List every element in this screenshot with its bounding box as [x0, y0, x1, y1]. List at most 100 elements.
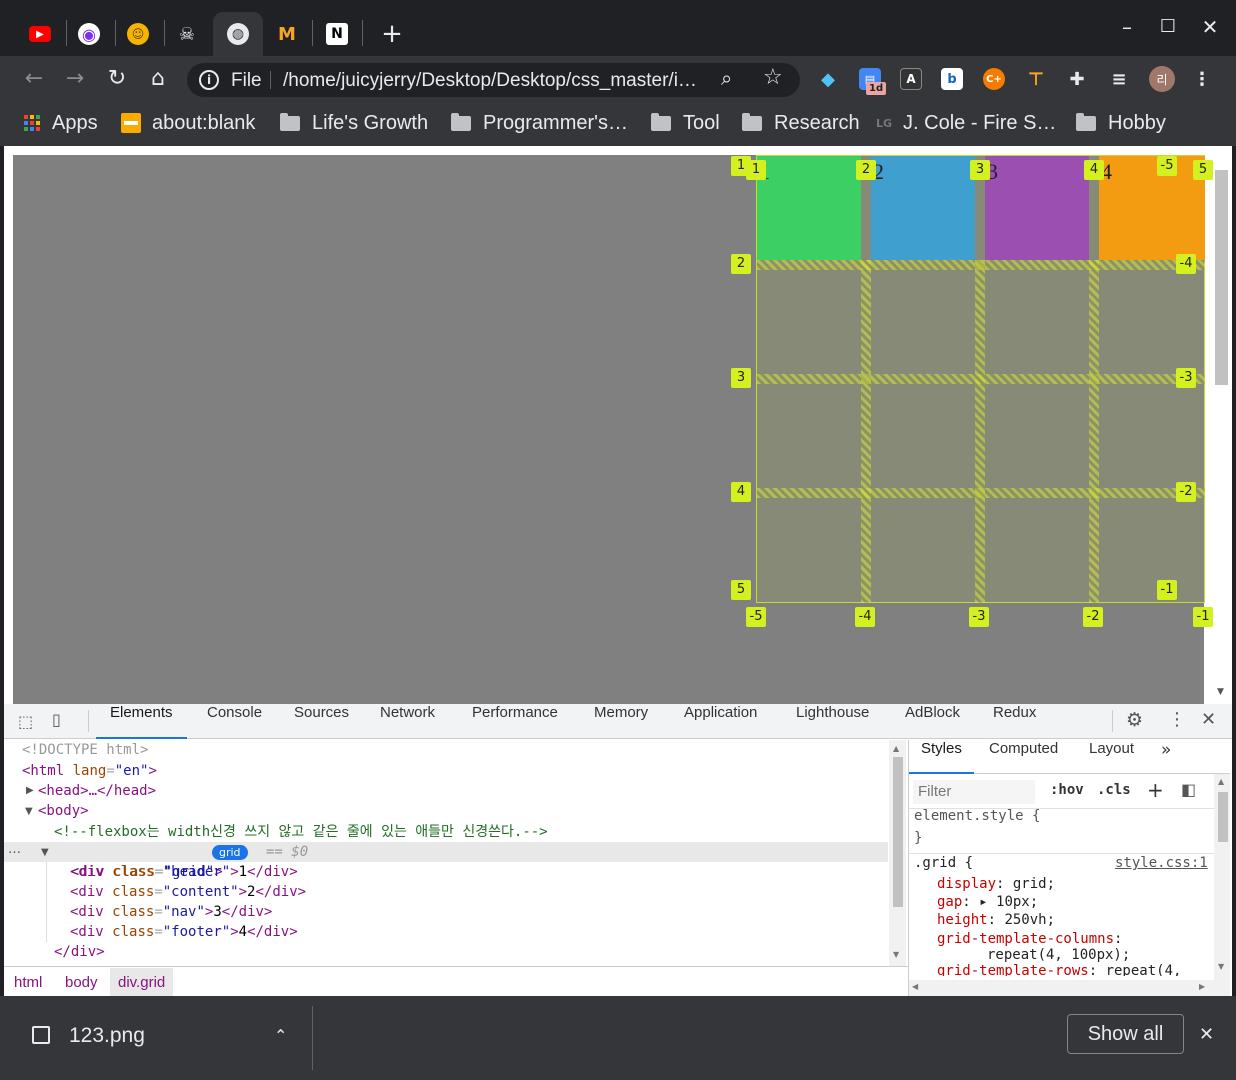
device-toolbar-icon[interactable]: ▯ [52, 710, 61, 729]
style-source-link[interactable]: style.css:1 [1115, 855, 1208, 871]
scroll-up-icon[interactable]: ▲ [1218, 777, 1225, 786]
scroll-down-icon[interactable]: ▼ [1217, 687, 1224, 697]
grid-selector[interactable]: .grid { [914, 855, 974, 871]
dom-comment[interactable]: <!--flexbox는 width신경 쓰지 않고 같은 줄에 있는 애들만 … [54, 824, 548, 840]
dom-child-nav[interactable]: <div class="nav">3</div> [70, 904, 273, 920]
dom-child-header[interactable]: <div class="header">1</div> [70, 864, 298, 880]
bookmark-folder-hobby[interactable]: Hobby [1076, 111, 1166, 135]
css-prop-grid-template-rows[interactable]: grid-template-rows: repeat(4, [937, 963, 1181, 976]
tab-console[interactable]: Console [207, 704, 263, 721]
breadcrumb-div-grid[interactable]: div.grid [110, 968, 174, 997]
new-style-rule-icon[interactable]: + [1147, 778, 1164, 802]
new-tab-icon[interactable]: + [381, 19, 403, 49]
tab-notion[interactable]: N [315, 12, 359, 56]
reload-icon[interactable]: ↻ [107, 66, 127, 91]
zoom-icon[interactable]: ⌕ [721, 66, 733, 90]
more-dots-icon[interactable]: … [8, 842, 21, 857]
forward-icon[interactable]: → [65, 66, 85, 91]
tab-performance[interactable]: Performance [472, 704, 558, 721]
more-tabs-icon[interactable]: » [1161, 740, 1172, 760]
page-scrollbar[interactable]: ▼ [1214, 155, 1230, 704]
tab-skull[interactable]: ☠ [165, 12, 209, 56]
close-download-bar-icon[interactable]: ✕ [1199, 1024, 1215, 1045]
tab-circle-app[interactable]: ◉ [67, 12, 111, 56]
extensions-puzzle-icon[interactable]: ✚ [1069, 68, 1085, 90]
show-all-button[interactable]: Show all [1067, 1014, 1184, 1054]
bookmark-about-blank[interactable]: about:blank [121, 111, 255, 135]
tab-redux[interactable]: Redux [993, 704, 1037, 721]
breadcrumb-body[interactable]: body [65, 974, 98, 991]
tab-active-local-file[interactable]: ◍ [213, 12, 263, 56]
maximize-icon[interactable]: ☐ [1159, 16, 1177, 37]
dom-child-content[interactable]: <div class="content">2</div> [70, 884, 307, 900]
diamond-extension-icon[interactable]: ◆ [821, 68, 835, 90]
tab-cowboy[interactable]: ☺ [116, 12, 160, 56]
bookmark-folder-lifes-growth[interactable]: Life's Growth [280, 111, 428, 135]
dom-close-div[interactable]: </div> [54, 944, 105, 960]
grid-badge[interactable]: grid [212, 845, 248, 860]
tab-youtube[interactable]: ▶ [18, 12, 62, 56]
media-queue-icon[interactable]: ≡ [1111, 68, 1127, 90]
tab-styles[interactable]: Styles [909, 740, 974, 774]
scroll-right-icon[interactable]: ▶ [1199, 982, 1206, 991]
css-prop-gap[interactable]: gap: ▸ 10px; [937, 894, 1039, 910]
back-icon[interactable]: ← [24, 66, 44, 91]
breadcrumb-html[interactable]: html [14, 974, 43, 991]
tab-mcdonalds[interactable]: M [265, 12, 309, 56]
menu-kebab-icon[interactable]: ⋮ [1193, 68, 1211, 90]
settings-gear-icon[interactable]: ⚙ [1126, 709, 1144, 731]
styles-hscrollbar[interactable]: ◀ ▶ [909, 980, 1214, 996]
scroll-down-icon[interactable]: ▼ [1218, 962, 1225, 971]
page-scrollbar-thumb[interactable] [1215, 170, 1228, 385]
dom-html-node[interactable]: <html lang="en"> [22, 761, 157, 781]
scroll-left-icon[interactable]: ◀ [912, 982, 919, 991]
flag-extension-icon[interactable]: ⊤ [1027, 68, 1045, 90]
bookmark-j-cole[interactable]: LG J. Cole - Fire S… [876, 111, 1056, 135]
dom-scrollbar-thumb[interactable] [893, 757, 903, 907]
dom-div-grid-node[interactable]: <div class="grid"> [54, 842, 223, 882]
chevron-up-icon[interactable]: ⌃ [274, 1026, 288, 1045]
scroll-down-icon[interactable]: ▼ [893, 950, 900, 959]
a-extension-icon[interactable]: A [900, 68, 922, 90]
cplus-extension-icon[interactable]: C+ [983, 68, 1005, 90]
close-devtools-icon[interactable]: ✕ [1201, 709, 1217, 730]
tab-lighthouse[interactable]: Lighthouse [796, 704, 870, 721]
scroll-up-icon[interactable]: ▲ [893, 744, 900, 753]
dom-body-node[interactable]: <body> [38, 803, 89, 819]
styles-scrollbar-thumb[interactable] [1218, 792, 1228, 842]
collapse-triangle-icon[interactable]: ▼ [41, 847, 49, 858]
address-bar[interactable]: i File /home/juicyjerry/Desktop/Desktop/… [187, 63, 800, 97]
bookmark-folder-tool[interactable]: Tool [651, 111, 720, 135]
url-text[interactable]: /home/juicyjerry/Desktop/Desktop/css_mas… [283, 70, 697, 91]
bookmark-star-icon[interactable]: ☆ [763, 65, 783, 90]
devtools-menu-icon[interactable]: ⋮ [1168, 709, 1186, 730]
dom-doctype[interactable]: <!DOCTYPE html> [22, 742, 149, 758]
dom-child-footer[interactable]: <div class="footer">4</div> [70, 924, 298, 940]
tab-elements[interactable]: Elements [96, 704, 187, 739]
element-style-rule[interactable]: element.style { [914, 808, 1041, 824]
tab-sources[interactable]: Sources [294, 704, 350, 721]
collapse-triangle-icon[interactable]: ▼ [25, 806, 33, 817]
home-icon[interactable]: ⌂ [151, 66, 165, 91]
minimize-icon[interactable]: – [1122, 15, 1132, 39]
dom-scrollbar[interactable]: ▲ ▼ [889, 740, 906, 966]
css-prop-display[interactable]: display: grid; [937, 876, 1056, 892]
tab-memory[interactable]: Memory [594, 704, 649, 721]
toggle-sidebar-icon[interactable]: ◧ [1181, 780, 1197, 799]
tab-network[interactable]: Network [380, 704, 436, 721]
profile-avatar[interactable]: 리 [1149, 66, 1175, 92]
download-filename[interactable]: 123.png [69, 1024, 145, 1047]
hov-toggle[interactable]: :hov [1050, 782, 1084, 798]
tab-computed[interactable]: Computed [989, 740, 1059, 757]
inspect-element-icon[interactable]: ⬚ [18, 712, 34, 731]
css-prop-height[interactable]: height: 250vh; [937, 912, 1056, 928]
tab-layout[interactable]: Layout [1089, 740, 1135, 757]
bookmark-folder-programmers[interactable]: Programmer's… [451, 111, 628, 135]
styles-scrollbar[interactable]: ▲ ▼ [1214, 774, 1230, 996]
bookmark-folder-research[interactable]: Research [742, 111, 860, 135]
styles-filter-input[interactable]: Filter [913, 780, 1035, 804]
cls-toggle[interactable]: .cls [1097, 782, 1131, 798]
dom-head-node[interactable]: <head>…</head> [38, 783, 157, 799]
info-icon[interactable]: i [199, 70, 219, 90]
b-extension-icon[interactable]: b [941, 68, 963, 90]
